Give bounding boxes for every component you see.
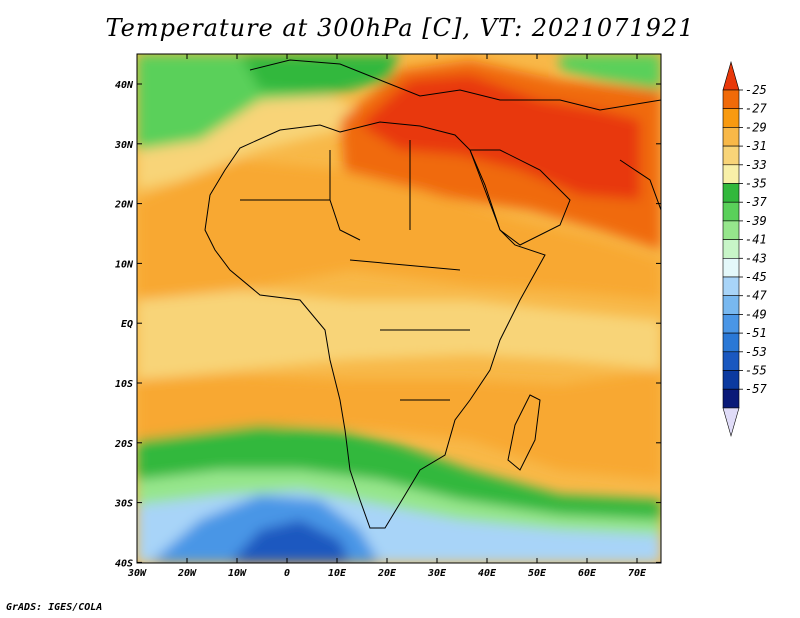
colorbar-label: -51 — [745, 326, 767, 340]
interior-border-2 — [329, 140, 470, 401]
colorbar-label: -25 — [745, 83, 767, 97]
lat-tick-label: 10N — [115, 259, 134, 270]
colorbar-swatch — [722, 295, 740, 315]
map-frame — [136, 53, 662, 564]
lat-tick-label: 30S — [114, 499, 133, 510]
lat-tick-label: 40S — [115, 558, 133, 569]
colorbar-swatch — [722, 127, 740, 147]
colorbar-swatch — [722, 257, 740, 278]
field-green-south — [137, 425, 661, 520]
field-cool-north-mid — [240, 54, 400, 95]
colorbar-label: -35 — [745, 177, 767, 191]
lat-tick-label: 20S — [114, 439, 133, 450]
india-coastline — [619, 159, 661, 211]
lon-tick-label: 30E — [427, 568, 447, 579]
colorbar-swatch — [722, 332, 740, 353]
field-pale-equator — [137, 290, 661, 380]
field-orange-mid — [137, 160, 661, 300]
colorbar-swatch — [722, 164, 740, 184]
lon-tick-label: 20W — [177, 568, 197, 579]
colorbar-label: -33 — [745, 158, 767, 172]
lat-tick-label: 40N — [115, 80, 134, 91]
colorbar: -25 -27 -29 -31 -33 -35 -37 -39 -41 -43 -45 -47 -49 -… — [722, 60, 767, 437]
colorbar-swatch — [722, 351, 740, 371]
colorbar-swatch — [722, 220, 740, 240]
field-lightgreen-south — [137, 470, 661, 535]
lat-tick-label: 30N — [114, 140, 134, 151]
madagascar-coastline — [507, 394, 541, 471]
lon-tick-label: 30W — [127, 568, 147, 579]
colorbar-label: -37 — [745, 195, 767, 209]
colorbar-label: -29 — [745, 120, 767, 134]
lon-tick-label: 0 — [284, 568, 290, 579]
lon-tick-label: 10W — [228, 568, 247, 579]
colorbar-swatch — [722, 201, 740, 222]
lon-tick-label: 10E — [328, 568, 347, 579]
colorbar-swatch — [722, 388, 740, 409]
colorbar-label: -57 — [745, 382, 767, 396]
temperature-field — [137, 54, 661, 563]
colorbar-label: -53 — [745, 345, 767, 359]
europe-coastline — [249, 59, 661, 111]
lon-tick-label: 50E — [528, 568, 547, 579]
coastlines — [204, 59, 661, 529]
lon-tick-label: 70E — [628, 568, 647, 579]
colorbar-swatch — [722, 89, 740, 110]
colorbar-swatch — [722, 370, 740, 390]
arabia-coastline — [469, 149, 571, 246]
colorbar-swatch — [722, 108, 740, 128]
colorbar-arrow-bottom — [722, 407, 740, 437]
field-orange-south — [137, 370, 661, 480]
interior-border-1 — [240, 199, 361, 241]
colorbar-label: -27 — [745, 102, 767, 116]
colorbar-label: -39 — [745, 214, 767, 228]
map-title: Temperature at 300hPa [C], VT: 202107192… — [105, 14, 695, 42]
colorbar-swatch — [722, 183, 740, 203]
colorbar-swatch — [722, 239, 740, 259]
colorbar-label: -45 — [745, 270, 767, 284]
field-hottest-core — [360, 75, 640, 200]
lat-tick-label: 10S — [115, 379, 133, 390]
colorbar-label: -31 — [745, 139, 767, 153]
colorbar-label: -43 — [745, 251, 767, 265]
lon-tick-label: 60E — [578, 568, 597, 579]
colorbar-swatch — [722, 145, 740, 166]
colorbar-label: -47 — [745, 289, 767, 303]
colorbar-swatch — [722, 276, 740, 297]
lon-tick-label: 20E — [377, 568, 397, 579]
colorbar-label: -41 — [745, 233, 767, 247]
colorbar-arrow-top — [722, 60, 740, 91]
field-pale-north — [137, 95, 360, 190]
colorbar-swatch — [722, 314, 740, 334]
grads-credit: GrADS: IGES/COLA — [6, 602, 103, 613]
lat-tick-label: 20N — [114, 200, 134, 211]
map-ticks: 30W 20W 10W 0 10E 20E 30E 40E 50E 60E 70E 40N 30N 20N… — [114, 54, 661, 579]
colorbar-label: -49 — [745, 307, 767, 321]
lon-tick-label: 40E — [478, 568, 497, 579]
colorbar-label: -55 — [745, 364, 767, 378]
lat-tick-label: EQ — [121, 319, 133, 330]
field-darkblue-south — [230, 520, 350, 563]
field-cool-north-east — [560, 54, 661, 90]
